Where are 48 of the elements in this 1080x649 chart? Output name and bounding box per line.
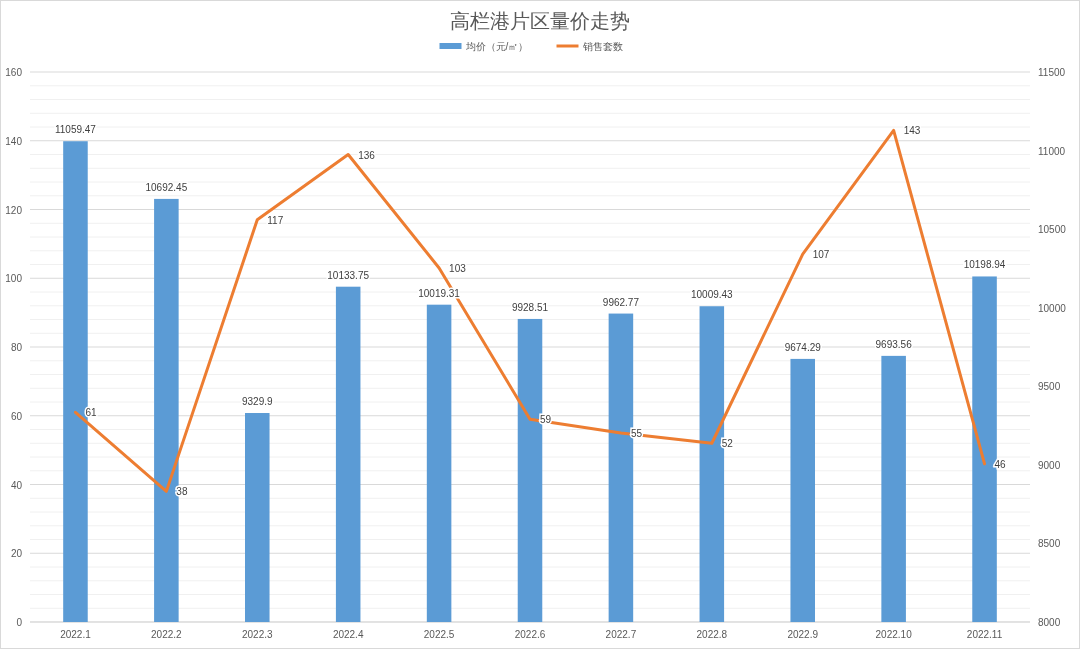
legend-label: 销售套数 [581,41,623,52]
label: 107 [812,249,830,261]
label: 9693.56 [875,338,912,350]
x-tick-label: 2022.4 [332,629,364,640]
label: 55 [630,427,643,439]
y2-tick-label: 8500 [1038,538,1061,550]
y-tick-label: 120 [5,204,23,216]
chart-title: 高栏港片区量价走势 [450,10,630,32]
label: 10692.45 [145,181,188,193]
label: 9674.29 [784,341,821,353]
y2-tick-label: 8000 [1038,617,1061,628]
label: 9928.51 [511,301,549,313]
legend-label: 均价（元/㎡） [464,41,529,52]
x-tick-label: 2022.8 [696,629,728,640]
label: 103 [449,262,466,274]
x-tick-label: 2022.3 [241,629,273,640]
x-tick-label: 2022.5 [423,629,455,640]
label: 143 [903,125,921,137]
y2-tick-label: 10500 [1038,224,1067,236]
x-tick-label: 2022.11 [966,629,1003,640]
y-tick-label: 40 [10,479,23,491]
label: 136 [358,149,375,161]
y-tick-label: 160 [5,67,23,78]
y-tick-label: 20 [10,548,23,560]
label: 59 [540,414,552,426]
x-tick-label: 2022.6 [514,629,546,640]
y-tick-label: 0 [16,617,23,628]
label: 11059.47 [54,124,96,136]
label: 9962.77 [602,296,639,308]
y2-tick-label: 9500 [1038,381,1061,393]
y2-tick-label: 11000 [1038,145,1066,157]
x-tick-label: 2022.2 [151,629,183,640]
label: 10198.94 [963,259,1006,271]
x-tick-label: 2022.1 [60,629,92,640]
y-tick-label: 80 [10,342,23,353]
label: 117 [267,214,284,226]
x-tick-label: 2022.10 [875,629,913,640]
y-tick-label: 140 [5,135,23,147]
y2-tick-label: 9000 [1038,459,1061,471]
label: 10133.75 [327,269,370,281]
x-tick-label: 2022.9 [787,629,819,640]
y-tick-label: 100 [5,273,23,285]
y2-tick-label: 11500 [1038,67,1066,78]
y-tick-label: 60 [10,410,23,422]
label: 10009.43 [690,289,733,301]
x-tick-label: 2022.7 [605,629,637,640]
label: 9329.9 [242,396,273,407]
y2-tick-label: 10000 [1038,302,1067,314]
